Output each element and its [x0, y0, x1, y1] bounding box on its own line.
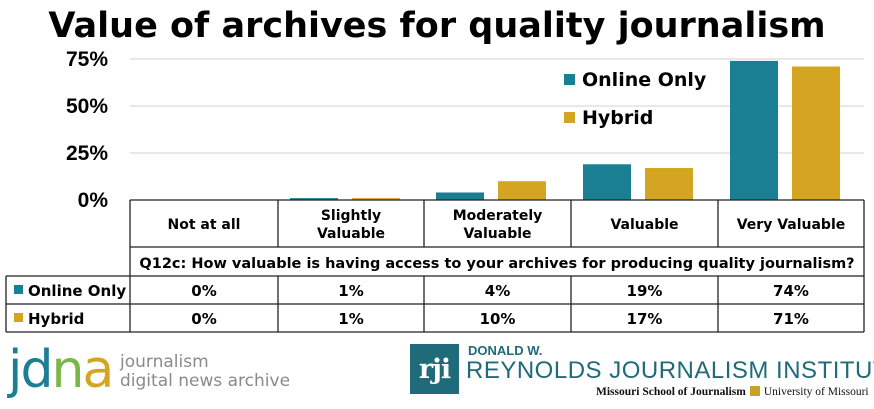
y-tick-label: 50% [66, 95, 108, 118]
data-label: 0% [191, 282, 216, 300]
data-label: 71% [773, 310, 809, 328]
legend-swatch-0 [564, 74, 575, 85]
data-label: 17% [627, 310, 663, 328]
chart-title: Value of archives for quality journalism [48, 6, 825, 46]
chart: Value of archives for quality journalism… [5, 6, 865, 333]
rji-institute-name: REYNOLDS JOURNALISM INSTITUTE [466, 357, 874, 384]
category-label: Valuable [610, 217, 678, 233]
category-label: Not at all [168, 217, 241, 233]
bar-online-only [436, 192, 484, 200]
data-label: 10% [480, 310, 516, 328]
data-label: 4% [485, 282, 510, 300]
mizzou-shield-icon [749, 386, 760, 396]
table-series-label: Hybrid [28, 310, 84, 328]
bar-online-only [730, 60, 778, 200]
y-tick-label: 75% [66, 48, 108, 71]
table-swatch-1 [14, 313, 23, 322]
legend-swatch-1 [564, 112, 575, 123]
table-series-label: Online Only [28, 282, 126, 300]
rji-donald-label: DONALD W. [468, 343, 543, 358]
rji-subtitle: Missouri School of Journalism University … [596, 386, 869, 398]
footer: jdna journalism digital news archive rji… [0, 336, 874, 409]
y-tick-label: 25% [66, 142, 108, 165]
jdna-line-2: digital news archive [120, 371, 291, 391]
question-text: Q12c: How valuable is having access to y… [139, 256, 854, 272]
data-label: 1% [338, 282, 363, 300]
bar-online-only [583, 164, 631, 200]
bar-hybrid [352, 198, 400, 200]
category-label: Valuable [317, 226, 385, 242]
category-label: Valuable [463, 226, 531, 242]
category-label: Slightly [321, 208, 381, 224]
data-label: 0% [191, 310, 216, 328]
rji-university-name: University of Missouri [763, 386, 869, 398]
jdna-logo[interactable]: jdna journalism digital news archive [8, 340, 298, 400]
table-swatch-0 [14, 285, 23, 294]
rji-school-name: Missouri School of Journalism [596, 386, 746, 398]
bar-hybrid [645, 168, 693, 200]
bar-hybrid [498, 181, 546, 200]
rji-logo-box[interactable]: rji [410, 344, 459, 394]
jdna-line-1: journalism [120, 352, 209, 372]
legend-label: Hybrid [582, 107, 653, 129]
jdna-logo-letters: jdna [8, 340, 114, 400]
jdna-logo-text: journalism digital news archive [120, 353, 290, 391]
data-label: 74% [773, 282, 809, 300]
data-label: 1% [338, 310, 363, 328]
legend-label: Online Only [582, 69, 707, 91]
bar-online-only [290, 198, 338, 200]
category-label: Very Valuable [737, 217, 846, 233]
y-tick-label: 0% [78, 189, 109, 212]
data-label: 19% [627, 282, 663, 300]
bar-hybrid [792, 66, 840, 201]
category-label: Moderately [453, 208, 543, 224]
